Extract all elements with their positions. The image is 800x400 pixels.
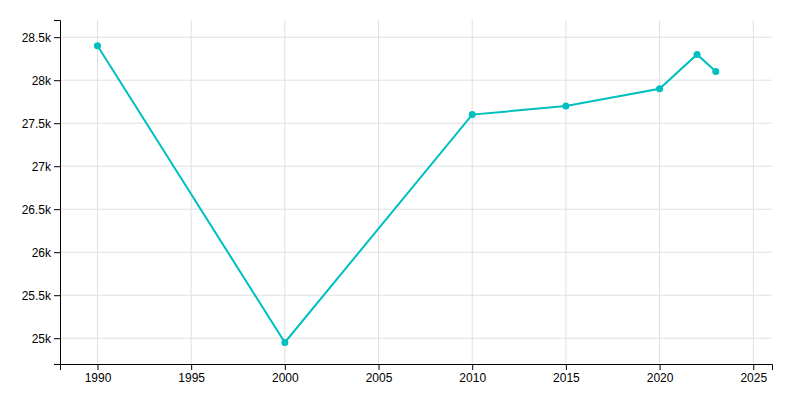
tick-label: 2010 bbox=[459, 371, 486, 385]
tick-mark bbox=[566, 364, 567, 370]
grid-line bbox=[60, 209, 772, 210]
tick: 25k bbox=[32, 332, 60, 346]
tick-mark bbox=[54, 252, 60, 253]
tick-label: 26.5k bbox=[22, 203, 52, 217]
line bbox=[97, 46, 715, 343]
grid-line bbox=[565, 20, 566, 364]
tick: 28k bbox=[32, 74, 60, 88]
point bbox=[94, 42, 101, 49]
tick: 2015 bbox=[553, 364, 580, 385]
tick: 2010 bbox=[459, 364, 486, 385]
tick-mark bbox=[472, 364, 473, 370]
y-axis: 25k 25.5k 26k 26.5k 27k 27.5k 28k 28.5k bbox=[22, 21, 61, 365]
axis-line bbox=[54, 21, 61, 365]
grid-line bbox=[753, 20, 754, 364]
grid-line bbox=[60, 338, 772, 339]
tick-mark bbox=[54, 209, 60, 210]
tick-label: 2005 bbox=[366, 371, 393, 385]
point bbox=[694, 51, 701, 58]
tick-mark bbox=[54, 80, 60, 81]
tick-label: 2020 bbox=[647, 371, 674, 385]
grid-line bbox=[60, 123, 772, 124]
grid-line bbox=[659, 20, 660, 364]
point bbox=[281, 339, 288, 346]
grid-line bbox=[60, 166, 772, 167]
tick-label: 28k bbox=[32, 74, 52, 88]
tick: 27.5k bbox=[22, 117, 60, 131]
tick-mark bbox=[285, 364, 286, 370]
tick-label: 1990 bbox=[85, 371, 112, 385]
tick: 26k bbox=[32, 246, 60, 260]
point bbox=[469, 111, 476, 118]
tick-label: 2000 bbox=[272, 371, 299, 385]
plot: 1990 1995 2000 2005 2010 2015 2020 2025 25k 25.5k… bbox=[22, 20, 773, 385]
tick-label: 25.5k bbox=[22, 289, 52, 303]
tick: 25.5k bbox=[22, 289, 60, 303]
tick-mark bbox=[54, 338, 60, 339]
marks bbox=[94, 42, 719, 346]
tick-mark bbox=[54, 295, 60, 296]
tick-label: 27.5k bbox=[22, 117, 52, 131]
tick: 2025 bbox=[740, 364, 767, 385]
grid-line bbox=[60, 80, 772, 81]
chart: 1990 1995 2000 2005 2010 2015 2020 2025 25k 25.5k… bbox=[0, 0, 800, 400]
tick-mark bbox=[191, 364, 192, 370]
tick-label: 2015 bbox=[553, 371, 580, 385]
tick-mark bbox=[54, 166, 60, 167]
grid-line bbox=[60, 252, 772, 253]
tick: 27k bbox=[32, 160, 60, 174]
grid-line bbox=[472, 20, 473, 364]
tick-mark bbox=[753, 364, 754, 370]
tick-mark bbox=[54, 123, 60, 124]
tick-mark bbox=[54, 37, 60, 38]
axis-line bbox=[61, 365, 773, 371]
tick: 28.5k bbox=[22, 31, 60, 45]
tick-label: 28.5k bbox=[22, 31, 52, 45]
tick-label: 27k bbox=[32, 160, 52, 174]
point bbox=[656, 85, 663, 92]
tick-label: 1995 bbox=[178, 371, 205, 385]
tick: 1990 bbox=[85, 364, 112, 385]
tick: 1995 bbox=[178, 364, 205, 385]
grid bbox=[60, 20, 772, 364]
point bbox=[562, 103, 569, 110]
grid-line bbox=[60, 37, 772, 38]
x-axis: 1990 1995 2000 2005 2010 2015 2020 2025 bbox=[61, 364, 773, 385]
grid-line bbox=[60, 295, 772, 296]
tick-label: 25k bbox=[32, 332, 52, 346]
grid-line bbox=[378, 20, 379, 364]
tick: 26.5k bbox=[22, 203, 60, 217]
tick-mark bbox=[97, 364, 98, 370]
tick: 2005 bbox=[366, 364, 393, 385]
grid-line bbox=[284, 20, 285, 364]
tick-label: 26k bbox=[32, 246, 52, 260]
tick: 2000 bbox=[272, 364, 299, 385]
tick-mark bbox=[379, 364, 380, 370]
tick-mark bbox=[660, 364, 661, 370]
point bbox=[712, 68, 719, 75]
tick: 2020 bbox=[647, 364, 674, 385]
grid-line bbox=[97, 20, 98, 364]
tick-label: 2025 bbox=[740, 371, 767, 385]
